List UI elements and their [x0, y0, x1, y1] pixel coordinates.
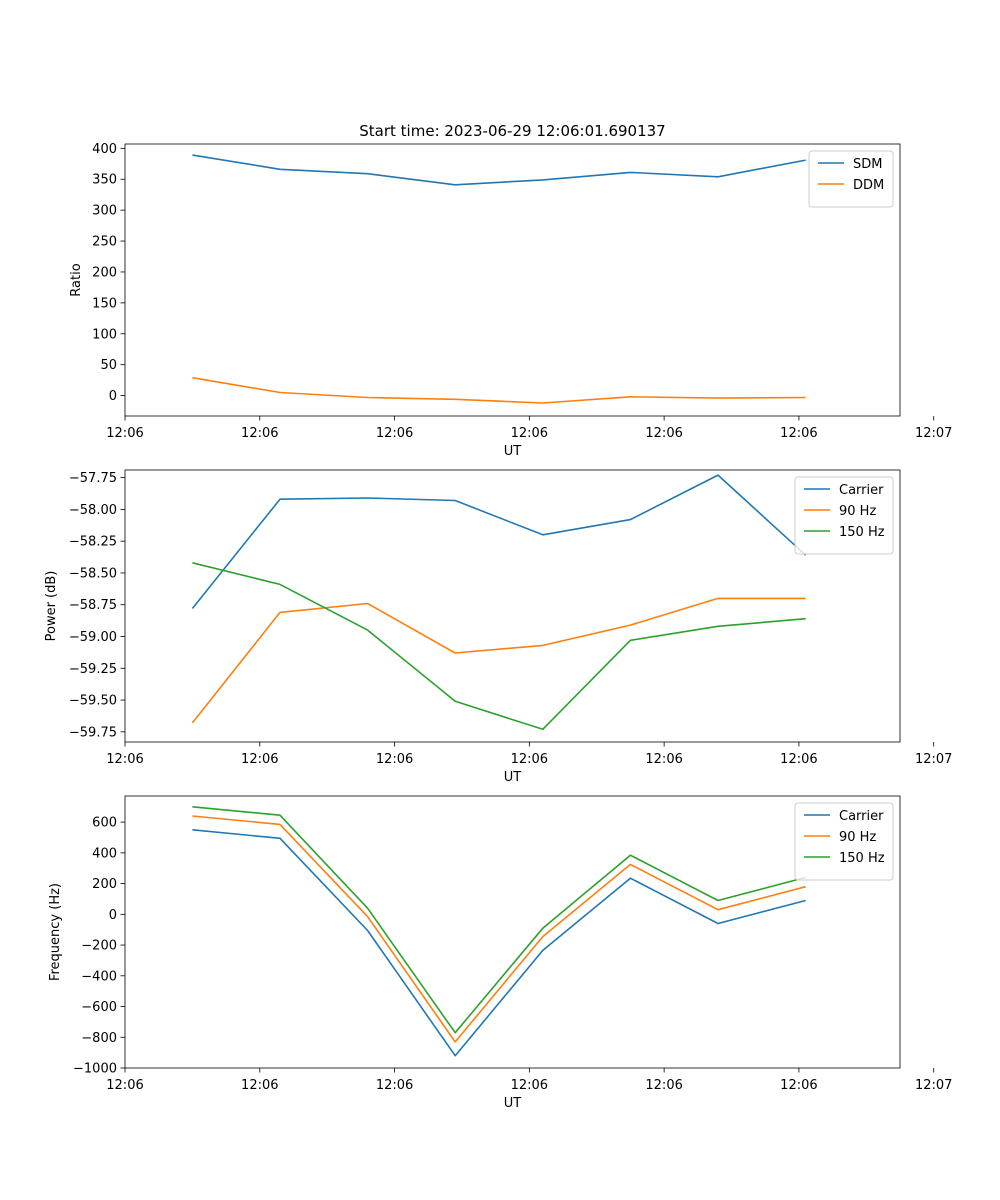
y-tick-label: 50 [100, 358, 117, 373]
legend-box [794, 802, 894, 881]
series-line-3 [192, 562, 806, 731]
y-tick-label: 400 [92, 142, 117, 157]
y-tick-label: −58.00 [69, 503, 117, 518]
x-tick-label: 12:06 [376, 1078, 413, 1093]
x-axis-label: UT [504, 1096, 522, 1111]
y-tick-label: 0 [109, 389, 117, 404]
x-tick-label: 12:06 [241, 752, 278, 767]
y-tick-label: −59.25 [69, 662, 117, 677]
x-tick-label: 12:07 [915, 752, 952, 767]
series-line-2 [191, 597, 806, 724]
y-tick-label: −58.50 [69, 566, 117, 581]
legend-label: SDM [853, 157, 882, 172]
y-tick-label: −59.00 [69, 630, 117, 645]
x-tick-label: 12:07 [915, 426, 952, 441]
y-tick-label: −58.75 [69, 598, 117, 613]
x-tick-label: 12:06 [645, 426, 682, 441]
x-tick-label: 12:06 [241, 1078, 278, 1093]
y-tick-label: −600 [81, 1000, 117, 1015]
series-line-2 [192, 376, 806, 404]
y-axis-label: Ratio [69, 263, 84, 296]
charts-container: 12:06 12:06 12:06 12:06 12:06 12:06 12:07 0 50 10… [44, 142, 952, 1111]
y-tick-label: 350 [92, 173, 117, 188]
chart-panel-1: 12:06 12:06 12:06 12:06 12:06 12:06 12:07 0 50 10… [69, 142, 952, 459]
legend-label: 150 Hz [839, 525, 885, 540]
x-tick-label: 12:07 [915, 1078, 952, 1093]
x-axis-label: UT [504, 444, 522, 459]
legend-box [808, 150, 894, 208]
x-tick-label: 12:06 [106, 426, 143, 441]
figure-title: Start time: 2023-06-29 12:06:01.690137 [359, 122, 665, 140]
legend-label: 150 Hz [839, 851, 885, 866]
y-tick-label: 250 [92, 235, 117, 250]
series-line-2 [192, 815, 806, 1043]
y-tick-label: 400 [92, 846, 117, 861]
y-tick-label: −1000 [73, 1062, 117, 1077]
x-tick-label: 12:06 [645, 752, 682, 767]
y-tick-label: 200 [92, 265, 117, 280]
x-tick-label: 12:06 [511, 426, 548, 441]
x-tick-label: 12:06 [241, 426, 278, 441]
y-tick-label: 600 [92, 816, 117, 831]
y-tick-label: 300 [92, 204, 117, 219]
x-tick-label: 12:06 [511, 1078, 548, 1093]
x-tick-label: 12:06 [106, 752, 143, 767]
x-tick-label: 12:06 [376, 426, 413, 441]
legend-label: Carrier [839, 483, 884, 498]
series-line-1 [192, 829, 806, 1057]
y-tick-label: −59.50 [69, 694, 117, 709]
x-tick-label: 12:06 [780, 426, 817, 441]
series-line-3 [192, 806, 806, 1034]
y-tick-label: 200 [92, 877, 117, 892]
y-tick-label: −57.75 [69, 471, 117, 486]
x-tick-label: 12:06 [780, 1078, 817, 1093]
legend-label: 90 Hz [839, 504, 876, 519]
y-tick-label: −400 [81, 969, 117, 984]
y-tick-label: −800 [81, 1031, 117, 1046]
y-axis-label: Frequency (Hz) [48, 883, 63, 981]
x-tick-label: 12:06 [376, 752, 413, 767]
y-tick-label: −200 [81, 939, 117, 954]
chart-panel-2: 12:06 12:06 12:06 12:06 12:06 12:06 12:07 −59.7… [44, 469, 952, 785]
y-tick-label: −59.75 [69, 725, 117, 740]
series-line-1 [191, 474, 807, 610]
y-axis-label: Power (dB) [44, 571, 59, 642]
plot-area [124, 469, 901, 743]
x-axis-label: UT [504, 770, 522, 785]
y-tick-label: 100 [92, 327, 117, 342]
y-tick-label: 150 [92, 296, 117, 311]
series-line-1 [192, 154, 806, 186]
x-tick-label: 12:06 [780, 752, 817, 767]
plot-area [124, 143, 901, 417]
y-tick-label: 0 [109, 908, 117, 923]
y-tick-label: −58.25 [69, 535, 117, 550]
x-tick-label: 12:06 [645, 1078, 682, 1093]
legend-label: DDM [853, 178, 884, 193]
legend-label: Carrier [839, 809, 884, 824]
x-tick-label: 12:06 [106, 1078, 143, 1093]
x-tick-label: 12:06 [511, 752, 548, 767]
legend-label: 90 Hz [839, 830, 876, 845]
plot-area [124, 795, 901, 1069]
chart-panel-3: 12:06 12:06 12:06 12:06 12:06 12:06 12:07 −1000… [48, 795, 952, 1111]
legend-box [794, 476, 894, 555]
